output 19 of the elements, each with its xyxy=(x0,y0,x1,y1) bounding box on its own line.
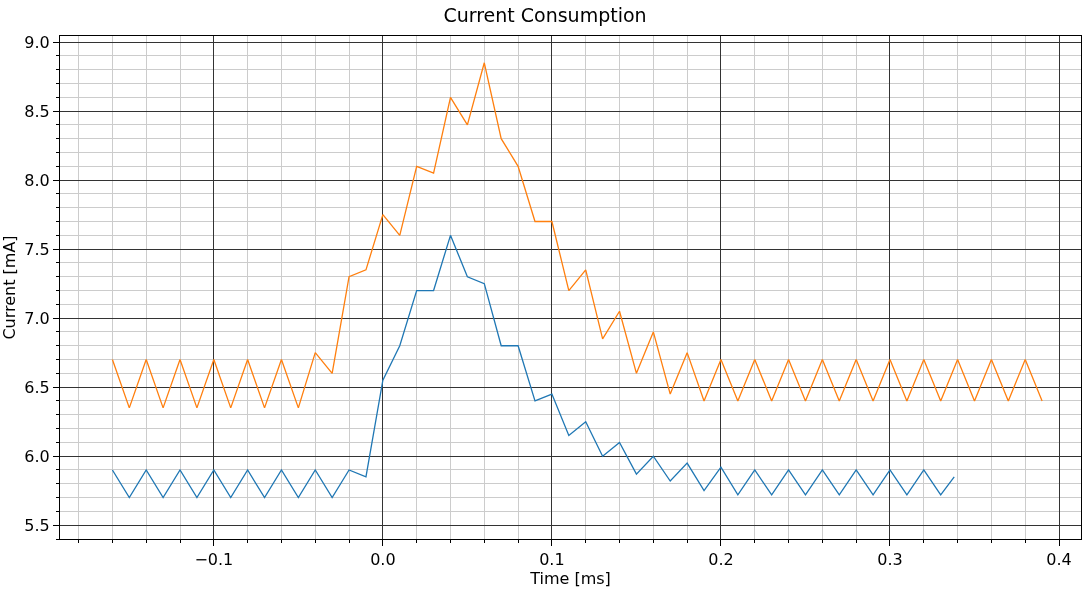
x-tick-label: 0.3 xyxy=(877,550,903,570)
y-tick-label: 7.0 xyxy=(24,308,50,328)
chart-title: Current Consumption xyxy=(443,4,647,27)
y-tick-label: 7.5 xyxy=(24,239,50,259)
x-tick-label: 0.4 xyxy=(1046,550,1072,570)
y-tick-label: 5.5 xyxy=(24,515,50,535)
x-tick-label: 0.2 xyxy=(708,550,734,570)
y-tick-label: 6.5 xyxy=(24,377,50,397)
line-series xyxy=(111,234,955,499)
x-tick-label: 0.0 xyxy=(370,550,396,570)
y-tick-label: 8.5 xyxy=(24,101,50,121)
y-tick-label: 9.0 xyxy=(24,32,50,52)
line-series xyxy=(111,62,1043,409)
y-tick-label: 6.0 xyxy=(24,446,50,466)
x-tick-label: −0.1 xyxy=(194,550,234,570)
x-tick-label: 0.1 xyxy=(539,550,565,570)
x-axis-title: Time [ms] xyxy=(529,569,611,589)
y-axis-title: Current [mA] xyxy=(0,235,20,340)
y-tick-label: 8.0 xyxy=(24,170,50,190)
